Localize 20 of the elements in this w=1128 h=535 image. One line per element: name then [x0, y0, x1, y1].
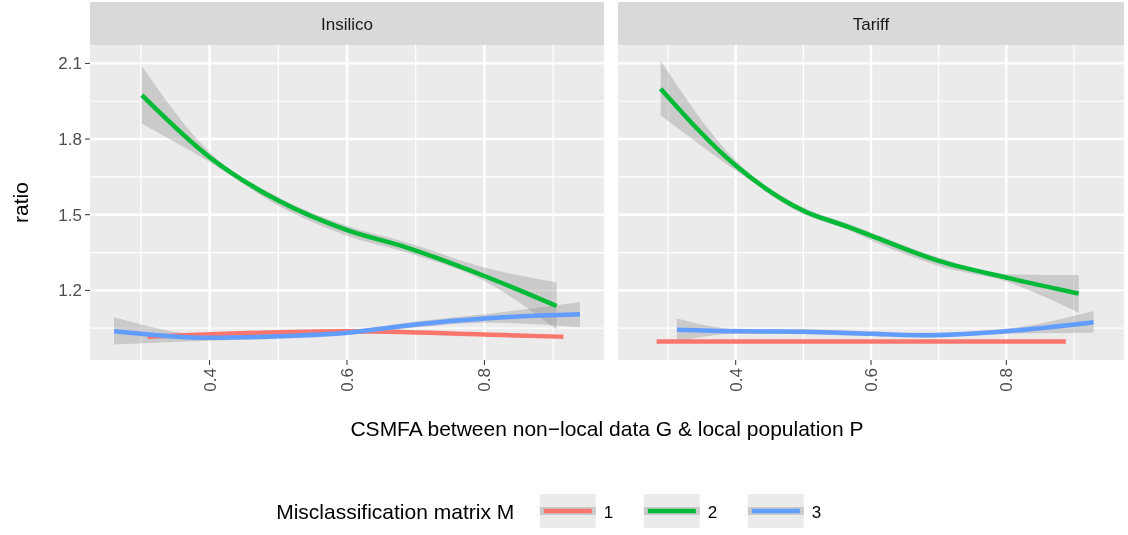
legend-label: 2 — [707, 503, 718, 522]
y-axis-title: ratio — [9, 182, 32, 223]
x-tick-label: 0.8 — [475, 368, 495, 392]
chart-title: Insilico — [321, 14, 373, 34]
y-tick-label: 1.8 — [58, 130, 82, 150]
legend-title: Misclassification matrix M — [276, 500, 515, 523]
x-axis-title: CSMFA between non−local data G & local population P — [350, 417, 864, 440]
chart-title: Tariff — [852, 14, 890, 34]
y-tick-label: 2.1 — [58, 54, 82, 74]
line-series — [111, 312, 583, 341]
legend-label: 3 — [811, 503, 822, 522]
legend-label: 1 — [603, 503, 614, 522]
x-tick-label: 0.4 — [726, 368, 746, 392]
x-tick-label: 0.6 — [862, 368, 881, 392]
x-tick-label: 0.6 — [338, 368, 357, 392]
line-series — [139, 92, 559, 309]
y-tick-label: 1.5 — [58, 205, 82, 225]
x-tick-label: 0.8 — [997, 368, 1017, 392]
x-tick-label: 0.4 — [200, 368, 220, 392]
y-tick-label: 1.2 — [58, 281, 82, 301]
